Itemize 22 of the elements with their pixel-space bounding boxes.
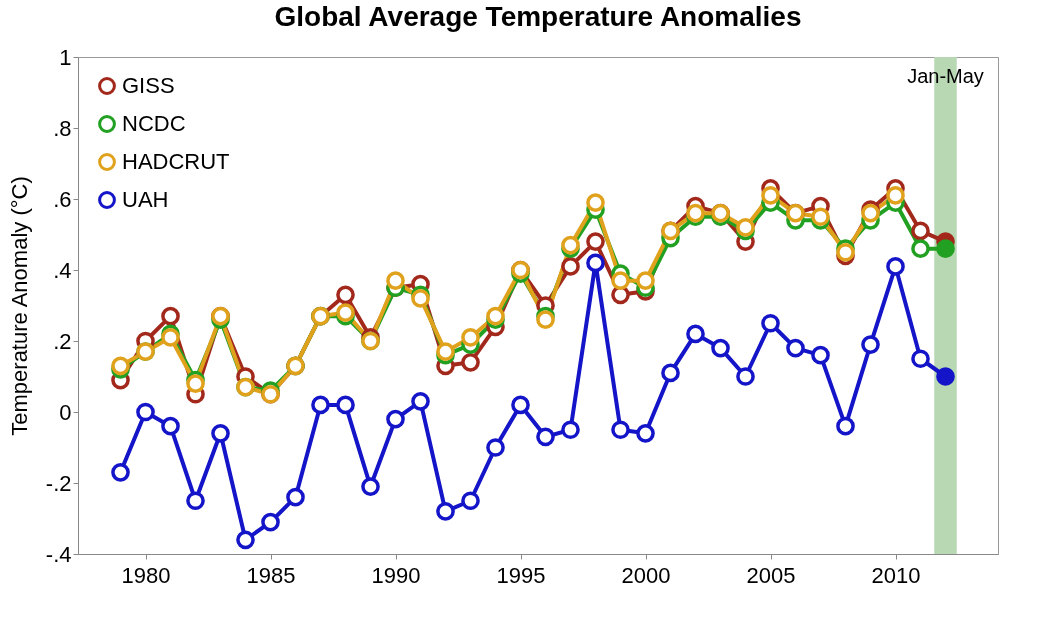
x-tick-label: 2005 [746, 562, 796, 588]
legend-label: NCDC [122, 111, 186, 136]
y-tick-label: -.4 [45, 541, 72, 567]
legend-label: HADCRUT [122, 149, 230, 174]
y-axis-title: Temperature Anomaly (°C) [6, 176, 32, 436]
x-tick-label: 1985 [246, 562, 296, 588]
band-label: Jan-May [907, 65, 984, 87]
x-tick-label: 1990 [371, 562, 421, 588]
chart-title: Global Average Temperature Anomalies [274, 1, 802, 32]
y-tick-label: -.2 [45, 470, 72, 496]
x-tick-label: 1980 [121, 562, 171, 588]
x-tick-label: 1995 [496, 562, 546, 588]
y-tick-label: .4 [53, 257, 72, 283]
y-tick-label: .8 [53, 115, 72, 141]
y-tick-label: 0 [59, 399, 72, 425]
x-tick-label: 2000 [621, 562, 671, 588]
legend-label: GISS [122, 73, 175, 98]
legend-label: UAH [122, 187, 169, 212]
x-tick-label: 2010 [871, 562, 921, 588]
y-tick-label: .2 [53, 328, 72, 354]
y-tick-label: 1 [59, 44, 72, 70]
y-tick-label: .6 [53, 186, 72, 212]
